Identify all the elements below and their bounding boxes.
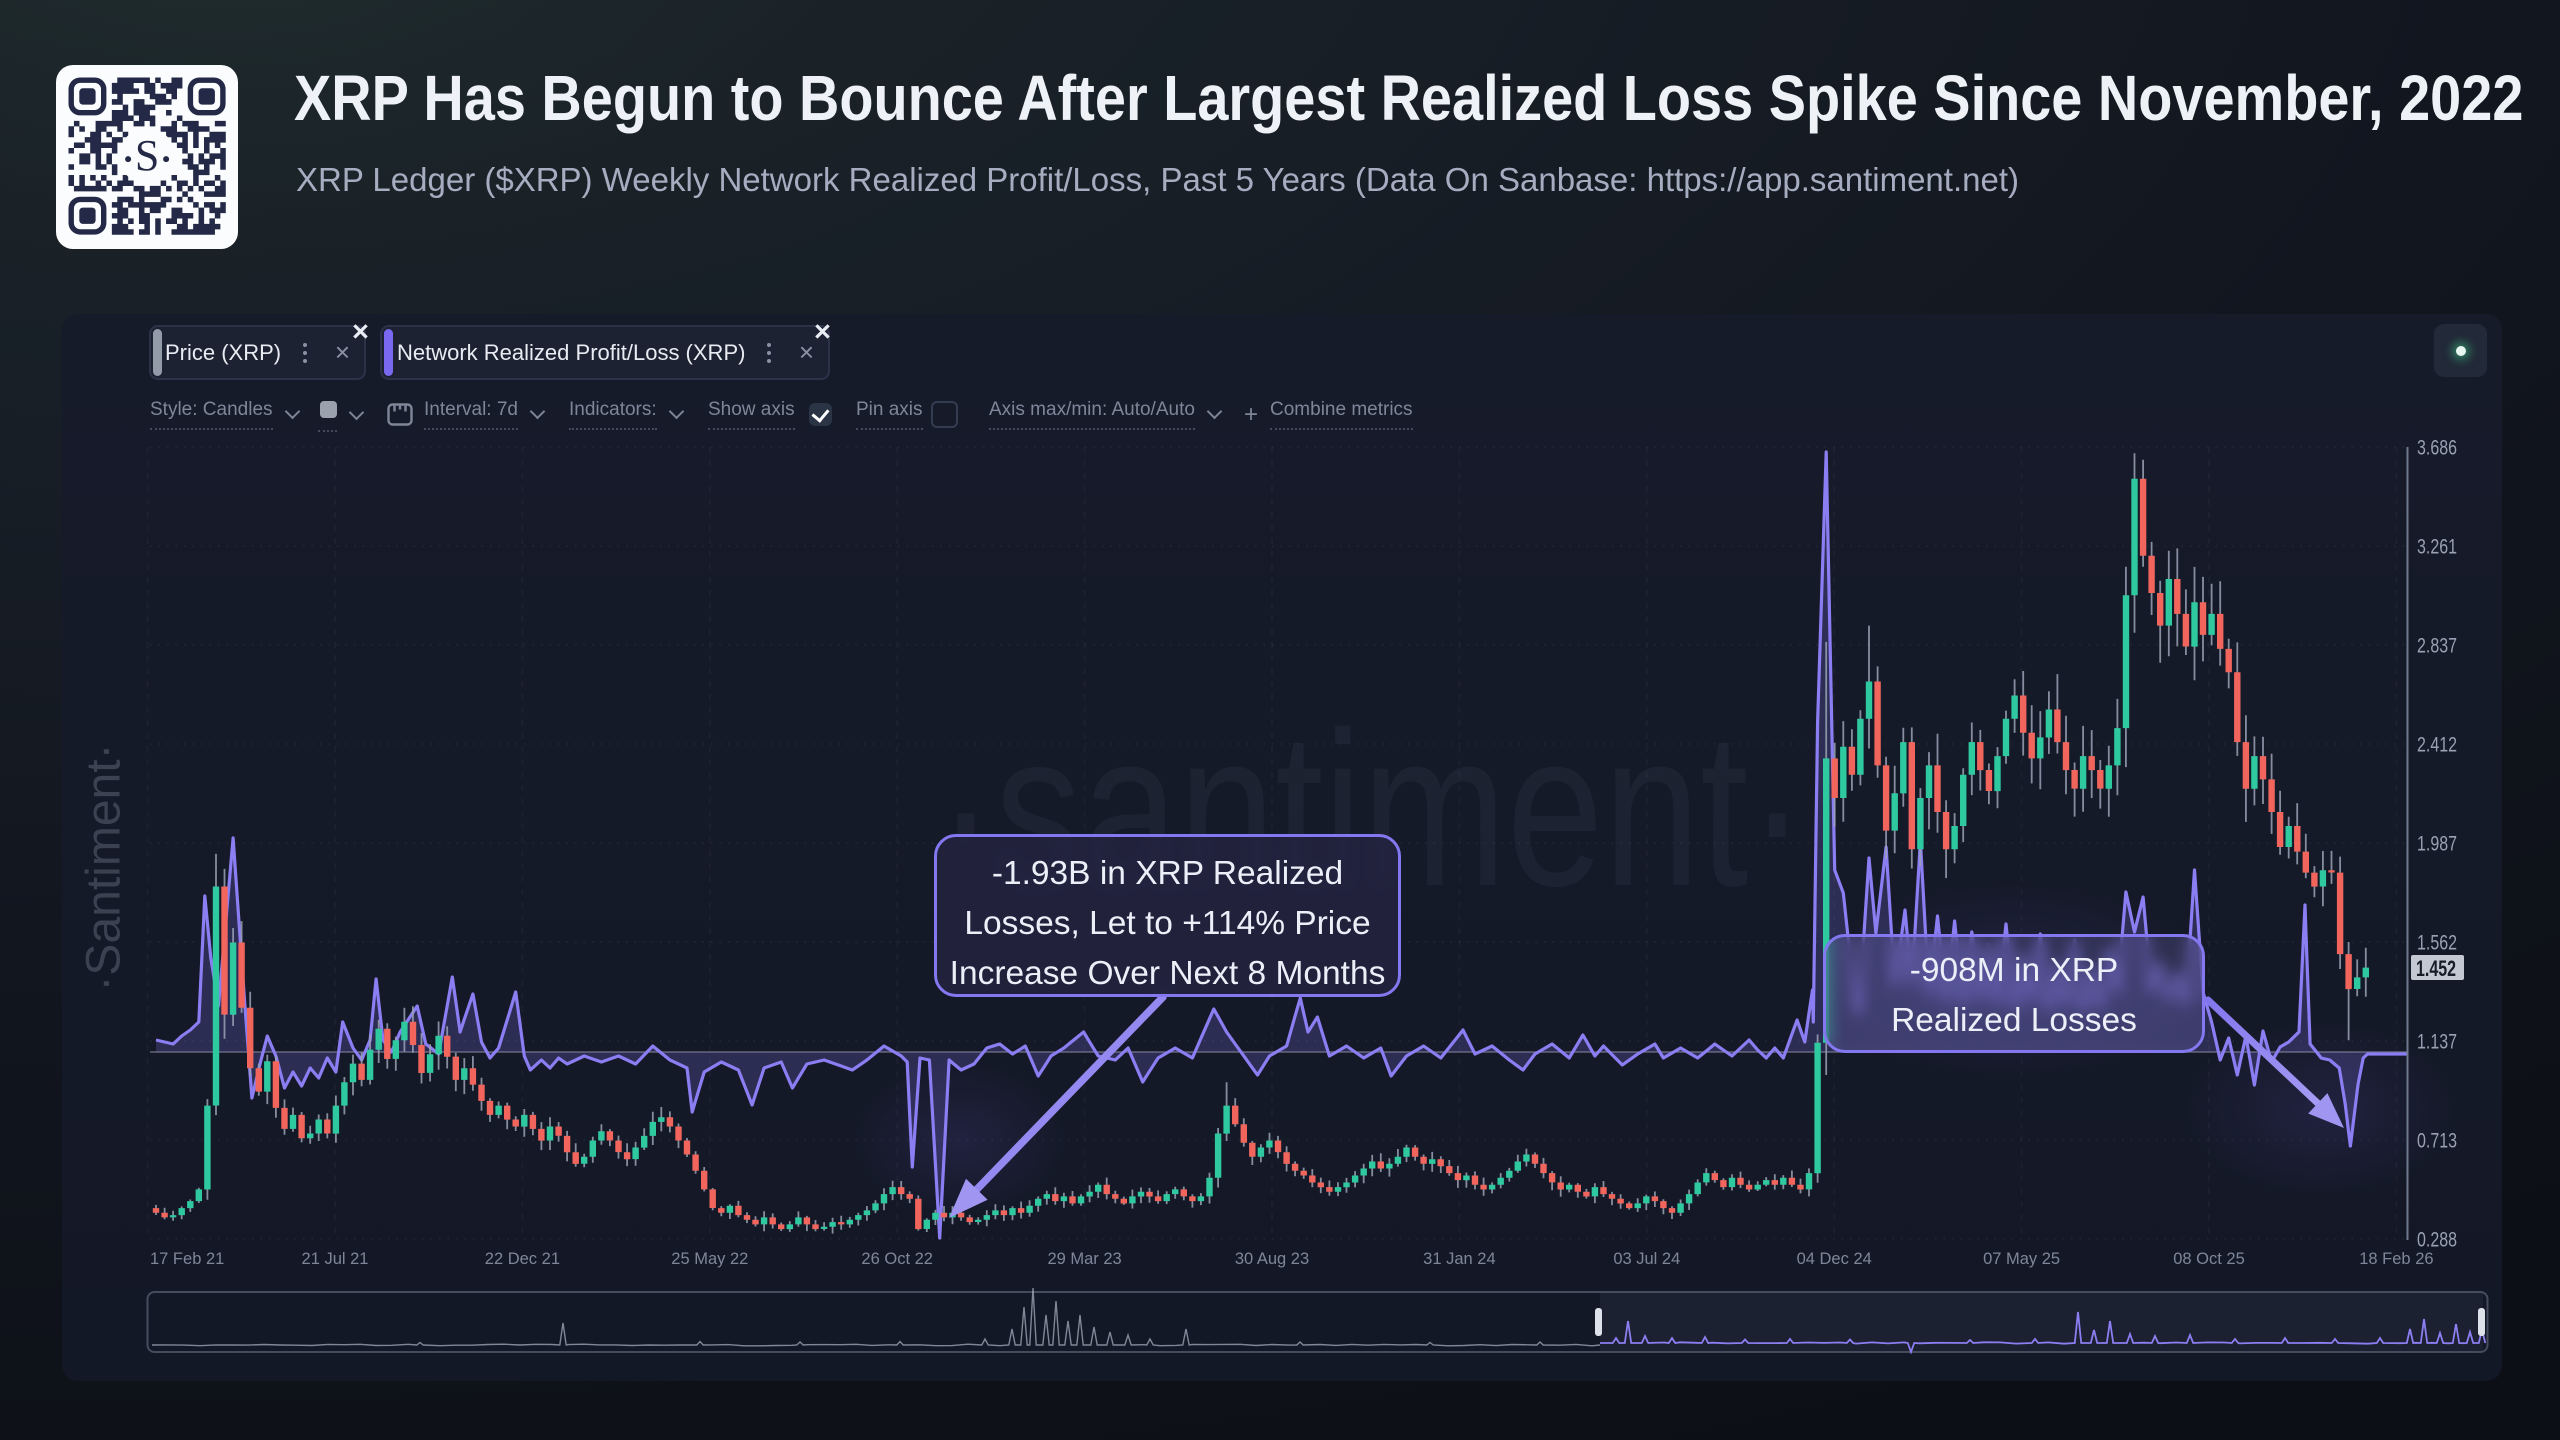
svg-text:08 Oct 25: 08 Oct 25 xyxy=(2173,1250,2245,1268)
svg-text:18 Feb 26: 18 Feb 26 xyxy=(2359,1250,2433,1268)
svg-text:21 Jul 21: 21 Jul 21 xyxy=(302,1250,369,1268)
svg-text:26 Oct 22: 26 Oct 22 xyxy=(861,1250,933,1268)
svg-text:29 Mar 23: 29 Mar 23 xyxy=(1047,1250,1121,1268)
svg-text:2.837: 2.837 xyxy=(2417,634,2457,657)
svg-text:3.686: 3.686 xyxy=(2417,437,2457,460)
svg-text:0.713: 0.713 xyxy=(2417,1129,2457,1152)
svg-text:03 Jul 24: 03 Jul 24 xyxy=(1613,1250,1680,1268)
svg-text:0.288: 0.288 xyxy=(2417,1228,2457,1251)
svg-text:3.261: 3.261 xyxy=(2417,536,2457,559)
svg-text:1.137: 1.137 xyxy=(2417,1031,2457,1054)
svg-text:2.412: 2.412 xyxy=(2417,734,2457,757)
svg-text:17 Feb 21: 17 Feb 21 xyxy=(150,1250,224,1268)
svg-text:31 Jan 24: 31 Jan 24 xyxy=(1423,1250,1495,1268)
svg-text:04 Dec 24: 04 Dec 24 xyxy=(1797,1250,1872,1268)
svg-text:1.987: 1.987 xyxy=(2417,833,2457,856)
svg-text:1.452: 1.452 xyxy=(2416,956,2456,981)
svg-text:25 May 22: 25 May 22 xyxy=(671,1250,748,1268)
svg-text:S: S xyxy=(135,131,159,180)
svg-text:30 Aug 23: 30 Aug 23 xyxy=(1235,1250,1309,1268)
svg-text:1.562: 1.562 xyxy=(2417,932,2457,955)
svg-text:07 May 25: 07 May 25 xyxy=(1983,1250,2060,1268)
svg-text:22 Dec 21: 22 Dec 21 xyxy=(485,1250,560,1268)
